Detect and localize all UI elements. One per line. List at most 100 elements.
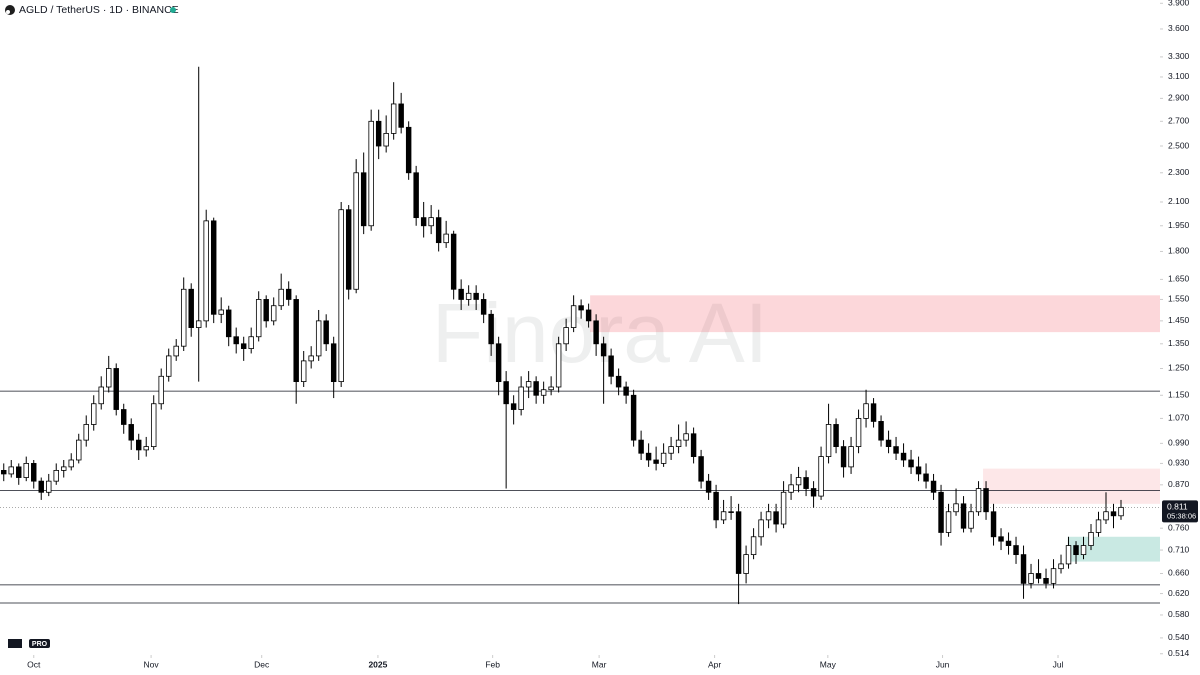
candle-body: [255, 299, 262, 338]
candle-body: [240, 343, 247, 349]
candle-body: [203, 220, 209, 322]
candle-body: [195, 320, 202, 328]
logo-text: PRO: [32, 641, 48, 648]
candle-body: [300, 360, 307, 383]
candle-body: [1005, 540, 1012, 546]
candle-body: [728, 511, 734, 513]
watermark: Finora AI: [432, 286, 768, 380]
candle-body: [413, 172, 419, 219]
candle-body: [900, 452, 907, 461]
candle-body: [953, 503, 959, 513]
candle-body: [570, 305, 577, 328]
y-tick-label: 0.760: [1168, 522, 1190, 532]
candle-body: [390, 103, 397, 134]
candle-body: [773, 511, 779, 525]
candle-body: [458, 288, 464, 300]
y-tick-label: 2.300: [1168, 167, 1190, 177]
zone: [590, 295, 1160, 333]
candle-body: [1035, 573, 1042, 579]
candle-body: [435, 217, 442, 244]
candle-body: [188, 288, 194, 328]
candle-body: [1118, 506, 1124, 517]
candle-body: [818, 456, 824, 497]
candle-body: [368, 120, 374, 227]
candle-body: [1058, 563, 1064, 570]
candle-body: [630, 394, 637, 441]
candle-body: [218, 309, 224, 315]
y-tick-label: 0.660: [1168, 568, 1190, 578]
candle-body: [270, 305, 277, 322]
x-tick-label: Nov: [144, 659, 160, 669]
candle-body: [23, 463, 29, 478]
candle-body: [758, 519, 764, 538]
candle-body: [848, 446, 854, 468]
candle-body: [600, 343, 607, 357]
y-tick-label: 1.650: [1168, 274, 1190, 284]
price-tag-countdown: 05:38:06: [1167, 511, 1196, 520]
candle-body: [615, 375, 622, 388]
y-tick-label: 2.700: [1168, 116, 1190, 126]
y-tick-label: 1.350: [1168, 338, 1190, 348]
candle-body: [810, 488, 817, 497]
y-tick-label: 0.580: [1168, 609, 1190, 619]
candle-body: [803, 477, 809, 489]
candle-body: [503, 381, 509, 405]
candle-body: [1020, 554, 1027, 584]
candle-body: [510, 403, 517, 410]
y-tick-label: 3.600: [1168, 23, 1190, 33]
candle-body: [885, 439, 892, 448]
candle-body: [908, 459, 914, 468]
candle-body: [495, 343, 502, 383]
y-tick-label: 0.710: [1168, 544, 1190, 554]
candle-body: [278, 288, 284, 307]
candle-body: [375, 120, 382, 147]
candle-body: [210, 220, 217, 315]
price-tag-value: 0.811: [1167, 502, 1188, 512]
candle-body: [480, 299, 487, 315]
y-tick-label: 0.990: [1168, 438, 1190, 448]
tv-logo: PRO: [8, 639, 50, 648]
candle-body: [945, 511, 952, 533]
candle-body: [893, 446, 899, 454]
candle-body: [1065, 545, 1072, 565]
candle-body: [1028, 573, 1034, 584]
y-tick-label: 0.540: [1168, 632, 1190, 642]
candle-body: [1088, 532, 1094, 546]
candle-body: [870, 403, 877, 422]
candle-body: [330, 343, 337, 383]
price-tag-box: [1162, 500, 1198, 523]
candle-body: [106, 368, 112, 388]
candle-body: [61, 466, 67, 471]
candle-body: [1, 469, 7, 475]
y-tick-label: 1.250: [1168, 363, 1190, 373]
candle-body: [180, 288, 187, 347]
candle-body: [135, 439, 142, 451]
plot-area: [0, 66, 1160, 605]
candle-body: [855, 418, 862, 448]
candle-body: [360, 172, 367, 227]
symbol-title: AGLD / TetherUS · 1D · BINANCE: [19, 4, 179, 16]
candle-body: [668, 446, 674, 454]
candle-body: [833, 424, 839, 448]
candle-body: [585, 309, 592, 322]
candle-body: [248, 336, 254, 349]
candle-body: [128, 424, 134, 441]
candle-body: [450, 233, 457, 290]
candle-body: [308, 355, 314, 362]
candle-body: [975, 488, 982, 513]
candle-body: [143, 446, 149, 451]
y-tick-label: 0.870: [1168, 479, 1190, 489]
candle-body: [623, 386, 629, 396]
candle-body: [608, 355, 614, 377]
candle-body: [705, 480, 712, 493]
x-tick-label: Oct: [27, 659, 41, 669]
candle-body: [113, 368, 119, 410]
candle-body: [930, 480, 937, 493]
candle-body: [713, 491, 719, 521]
candle-body: [765, 511, 772, 521]
candle-body: [46, 480, 52, 493]
symbol-icon-dot: [6, 10, 10, 14]
candle-body: [465, 292, 472, 300]
candle-body: [960, 503, 967, 529]
